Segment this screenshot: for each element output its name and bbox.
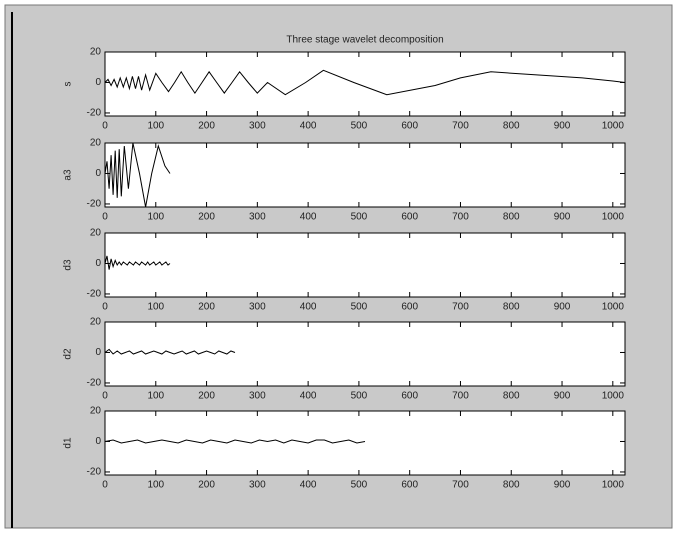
y-axis-label: d1: [63, 437, 74, 449]
signal-line: [104, 439, 366, 444]
axes-box: [104, 410, 626, 476]
y-tick-label: -20: [87, 108, 102, 119]
x-tick-label: 100: [147, 212, 164, 223]
signal-line: [104, 142, 171, 208]
x-tick-label: 100: [147, 121, 164, 132]
x-tick-label: 900: [554, 121, 571, 132]
x-tick-label: 900: [554, 212, 571, 223]
x-tick-label: 500: [351, 121, 368, 132]
x-tick-label: 500: [351, 391, 368, 402]
x-tick-label: 800: [503, 212, 520, 223]
y-tick-label: 0: [95, 436, 101, 447]
x-tick-label: 400: [300, 391, 317, 402]
x-tick-label: 0: [102, 302, 108, 313]
x-tick-label: 700: [452, 212, 469, 223]
x-tick-label: 1000: [602, 121, 625, 132]
x-tick-label: 1000: [602, 302, 625, 313]
x-tick-label: 300: [249, 121, 266, 132]
y-tick-label: 20: [90, 138, 102, 149]
x-tick-label: 800: [503, 391, 520, 402]
y-tick-label: 20: [90, 406, 102, 417]
x-tick-label: 500: [351, 480, 368, 491]
signal-line: [104, 348, 236, 355]
x-tick-label: 700: [452, 302, 469, 313]
x-tick-label: 400: [300, 212, 317, 223]
y-tick-label: -20: [87, 199, 102, 210]
x-tick-label: 200: [198, 480, 215, 491]
x-tick-label: 700: [452, 121, 469, 132]
x-tick-label: 800: [503, 121, 520, 132]
x-tick-label: 300: [249, 302, 266, 313]
x-tick-label: 400: [300, 302, 317, 313]
x-tick-label: 200: [198, 212, 215, 223]
x-tick-label: 1000: [602, 391, 625, 402]
y-tick-label: 20: [90, 228, 102, 239]
x-tick-label: 400: [300, 121, 317, 132]
y-axis-label: a3: [63, 169, 74, 181]
x-tick-label: 600: [401, 121, 418, 132]
x-tick-label: 400: [300, 480, 317, 491]
x-tick-label: 0: [102, 121, 108, 132]
y-axis-label: d2: [63, 348, 74, 360]
x-tick-label: 700: [452, 391, 469, 402]
x-tick-label: 900: [554, 480, 571, 491]
y-tick-label: 0: [95, 168, 101, 179]
y-tick-label: -20: [87, 378, 102, 389]
y-axis-label: d3: [63, 259, 74, 271]
x-tick-label: 700: [452, 480, 469, 491]
x-tick-label: 300: [249, 391, 266, 402]
x-tick-label: 900: [554, 302, 571, 313]
x-tick-label: 0: [102, 391, 108, 402]
x-tick-label: 600: [401, 391, 418, 402]
x-tick-label: 800: [503, 302, 520, 313]
x-tick-label: 200: [198, 391, 215, 402]
y-tick-label: 20: [90, 317, 102, 328]
y-tick-label: -20: [87, 289, 102, 300]
x-tick-label: 0: [102, 480, 108, 491]
x-tick-label: 0: [102, 212, 108, 223]
x-tick-label: 800: [503, 480, 520, 491]
signal-line: [104, 255, 171, 270]
signal-line: [104, 69, 626, 96]
chart-title: Three stage wavelet decomposition: [286, 35, 443, 46]
x-tick-label: 900: [554, 391, 571, 402]
y-tick-label: -20: [87, 467, 102, 478]
y-tick-label: 0: [95, 77, 101, 88]
x-tick-label: 300: [249, 212, 266, 223]
axes-box: [104, 51, 626, 117]
x-tick-label: 1000: [602, 480, 625, 491]
axes-box: [104, 321, 626, 387]
x-tick-label: 600: [401, 212, 418, 223]
y-tick-label: 0: [95, 258, 101, 269]
x-tick-label: 100: [147, 391, 164, 402]
x-tick-label: 600: [401, 302, 418, 313]
x-tick-label: 600: [401, 480, 418, 491]
y-tick-label: 20: [90, 47, 102, 58]
x-tick-label: 500: [351, 302, 368, 313]
y-tick-label: 0: [95, 347, 101, 358]
x-tick-label: 200: [198, 302, 215, 313]
x-tick-label: 300: [249, 480, 266, 491]
axes-box: [104, 142, 626, 208]
axes-box: [104, 232, 626, 298]
x-tick-label: 1000: [602, 212, 625, 223]
x-tick-label: 200: [198, 121, 215, 132]
x-tick-label: 500: [351, 212, 368, 223]
x-tick-label: 100: [147, 302, 164, 313]
y-axis-label: s: [63, 82, 74, 87]
x-tick-label: 100: [147, 480, 164, 491]
